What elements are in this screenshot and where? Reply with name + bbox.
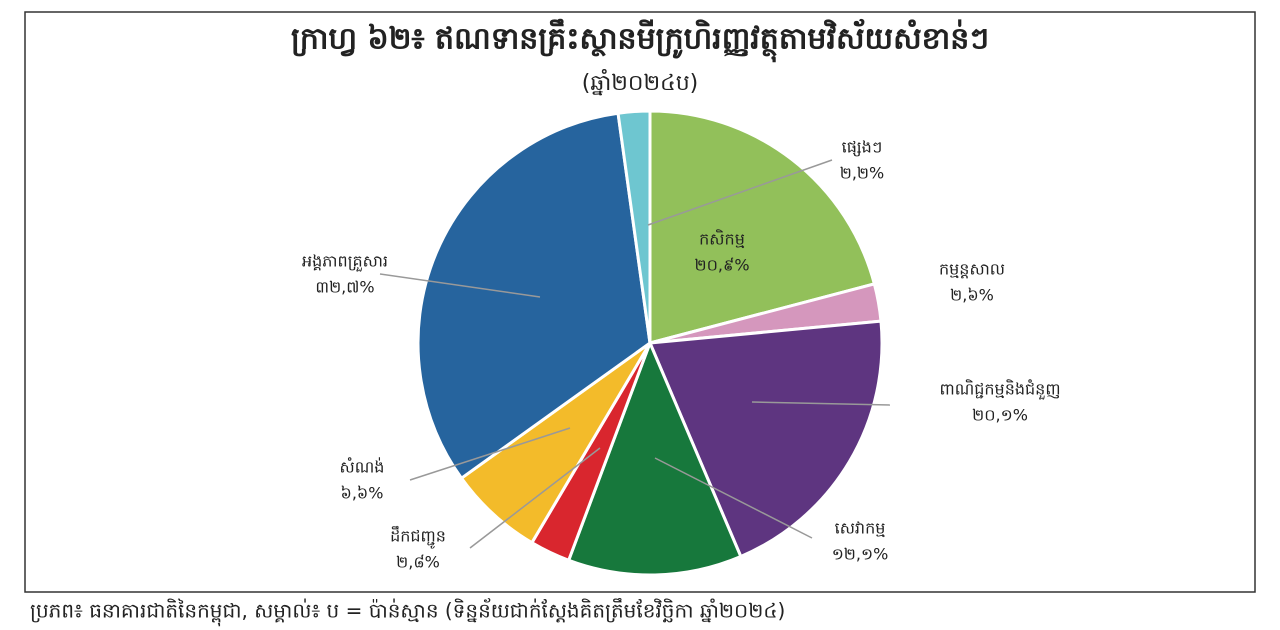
pie-slice <box>647 319 884 559</box>
pie-slice <box>616 109 652 344</box>
slice-value-label: ២០,៩% <box>694 256 749 275</box>
slice-label: ពាណិជ្ជកម្មនិងជំនួញ <box>939 379 1060 401</box>
chart-title: ក្រាហ្វ ៦២៖ ឥណទានគ្រឹះស្ថានមីក្រូហិរញ្ញវ… <box>291 19 989 63</box>
slice-value-label: ៣២,៧% <box>315 278 374 297</box>
leader-line <box>409 427 571 481</box>
chart-subtitle: (ឆ្នាំ២០២៤ប) <box>582 69 699 96</box>
leader-line <box>647 159 833 226</box>
pie-slice <box>648 109 877 345</box>
leader-line <box>654 457 813 539</box>
slice-label: សំណង់ <box>340 457 385 477</box>
slice-value-label: ៦,៦% <box>341 484 384 503</box>
leader-line <box>469 447 601 549</box>
slice-label: អង្គភាពគ្រួសារ <box>302 252 388 273</box>
slice-value-label: ១២,១% <box>832 545 889 564</box>
slice-value-label: ២០,១% <box>972 406 1028 425</box>
pie-slice <box>566 338 743 577</box>
slice-value-label: ២,៦% <box>950 286 994 305</box>
slice-label: សេវាកម្ម <box>835 519 886 538</box>
source-note: ប្រភព៖ ធនាគារជាតិនៃកម្ពុជា, សម្គាល់៖ ប =… <box>30 598 785 627</box>
slice-value-label: ២,២% <box>840 164 885 183</box>
slice-label: កម្មន្តសាល <box>939 260 1005 279</box>
leader-line <box>379 273 541 298</box>
slice-label: ផ្សេងៗ <box>842 138 883 157</box>
slice-label: កសិកម្ម <box>699 229 745 249</box>
leader-line <box>751 401 891 406</box>
slice-value-label: ២,៨% <box>396 553 440 572</box>
